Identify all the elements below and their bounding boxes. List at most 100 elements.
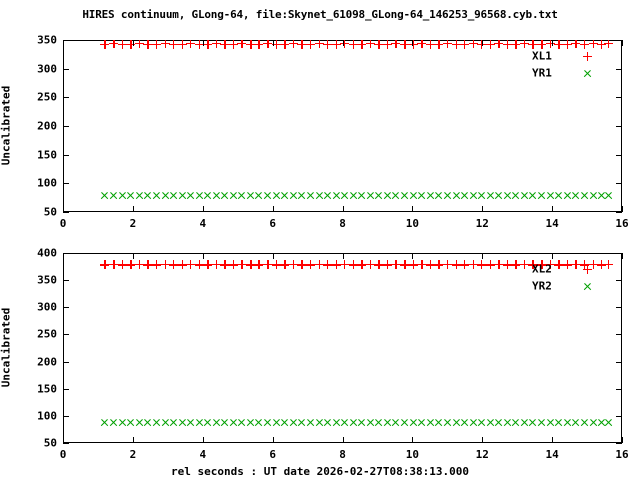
- x-tick-bottom-16: [622, 437, 623, 443]
- y-tick-right-top-50: [616, 212, 622, 213]
- y-tick-top-200: [63, 126, 69, 127]
- y-tick-bottom-100: [63, 415, 69, 417]
- y-tick-right-top-350: [616, 40, 622, 41]
- x-axis-label-bottom-0: 0: [59, 448, 67, 461]
- y-axis-label-bottom-400: 400: [37, 246, 57, 260]
- y-axis-label-bottom-100: 100: [37, 409, 57, 423]
- x-tick-bottom-14: [552, 437, 554, 443]
- x-axis-label-bottom-4: 4: [199, 448, 207, 461]
- x-axis-label-top-2: 2: [129, 217, 137, 230]
- x-tick-top-top-4: [202, 40, 204, 46]
- y-axis-label-top-250: 250: [37, 90, 57, 104]
- x-tick-top-bottom-2: [132, 253, 134, 259]
- x-tick-top-top-12: [482, 40, 484, 46]
- x-axis-label-bottom-8: 8: [339, 448, 346, 461]
- legend-marker-yr2: [583, 282, 592, 291]
- y-axis-label-bottom-350: 350: [37, 273, 57, 287]
- x-tick-bottom-6: [272, 437, 274, 443]
- x-tick-top-bottom-10: [412, 253, 414, 259]
- y-tick-top-300: [63, 68, 69, 70]
- y-tick-right-bottom-400: [616, 253, 622, 254]
- x-tick-bottom-8: [342, 437, 344, 443]
- x-tick-top-top-8: [342, 40, 344, 46]
- y-axis-label-bottom-300: 300: [37, 300, 57, 314]
- y-tick-right-bottom-200: [616, 361, 622, 363]
- x-tick-top-bottom-4: [202, 253, 204, 259]
- y-tick-bottom-250: [63, 334, 69, 336]
- x-axis-label-top-12: 12: [475, 217, 489, 230]
- y-tick-right-top-150: [616, 154, 622, 156]
- x-axis-title: rel seconds : UT date 2026-02-27T08:38:1…: [170, 465, 469, 478]
- x-axis-label-bottom-6: 6: [269, 448, 276, 461]
- page-title: HIRES continuum, GLong-64, file:Skynet_6…: [82, 8, 558, 21]
- x-tick-top-bottom-16: [622, 253, 623, 259]
- x-tick-top-top-16: [622, 40, 623, 46]
- x-tick-bottom-4: [202, 437, 204, 443]
- x-axis-label-top-8: 8: [339, 217, 346, 230]
- x-axis-label-top-10: 10: [405, 217, 419, 230]
- legend-label-yr2: YR2: [532, 279, 552, 293]
- x-tick-top-top-10: [412, 40, 414, 46]
- y-tick-bottom-200: [63, 361, 69, 363]
- y-axis-label-top-350: 350: [37, 33, 57, 47]
- y-tick-right-bottom-300: [616, 307, 622, 309]
- y-tick-top-150: [63, 154, 69, 156]
- y-tick-top-100: [63, 183, 69, 185]
- y-axis-title-top: Uncalibrated: [0, 85, 13, 166]
- y-tick-right-bottom-350: [616, 280, 622, 282]
- x-axis-label-top-0: 0: [59, 217, 67, 230]
- y-axis-label-top-100: 100: [37, 176, 57, 190]
- y-tick-bottom-350: [63, 280, 69, 282]
- x-tick-top-2: [132, 206, 134, 212]
- x-axis-label-top-16: 16: [615, 217, 629, 230]
- y-tick-right-bottom-50: [616, 443, 622, 444]
- x-tick-top-4: [202, 206, 204, 212]
- x-tick-bottom-10: [412, 437, 414, 443]
- x-axis-label-bottom-2: 2: [129, 448, 137, 461]
- y-axis-label-bottom-250: 250: [37, 327, 57, 341]
- legend-marker-yr1: [583, 69, 592, 78]
- x-tick-top-bottom-8: [342, 253, 344, 259]
- x-axis-label-top-6: 6: [269, 217, 276, 230]
- x-axis-label-bottom-10: 10: [405, 448, 419, 461]
- x-tick-top-top-6: [272, 40, 274, 46]
- x-axis-label-bottom-12: 12: [475, 448, 489, 461]
- y-axis-label-top-300: 300: [37, 62, 57, 76]
- y-tick-bottom-400: [63, 253, 69, 254]
- y-tick-bottom-300: [63, 307, 69, 309]
- legend-label-xl1: XL1: [532, 49, 552, 63]
- y-tick-right-top-250: [616, 97, 622, 99]
- y-tick-right-top-200: [616, 126, 622, 127]
- x-axis-label-bottom-16: 16: [615, 448, 629, 461]
- x-tick-top-14: [552, 206, 554, 212]
- y-axis-label-top-200: 200: [37, 119, 57, 133]
- x-tick-top-top-2: [132, 40, 134, 46]
- x-tick-top-6: [272, 206, 274, 212]
- x-axis-label-top-4: 4: [199, 217, 207, 230]
- x-tick-top-top-0: [63, 40, 64, 46]
- y-tick-right-top-300: [616, 68, 622, 70]
- x-tick-top-8: [342, 206, 344, 212]
- x-tick-top-bottom-6: [272, 253, 274, 259]
- y-axis-label-bottom-150: 150: [37, 382, 57, 396]
- y-tick-right-top-100: [616, 183, 622, 185]
- x-axis-label-bottom-14: 14: [545, 448, 559, 461]
- legend-label-xl2: XL2: [532, 262, 552, 276]
- legend-marker-xl1: [582, 51, 592, 61]
- x-tick-bottom-2: [132, 437, 134, 443]
- y-tick-bottom-150: [63, 388, 69, 390]
- y-tick-top-250: [63, 97, 69, 99]
- x-tick-top-12: [482, 206, 484, 212]
- legend-label-yr1: YR1: [532, 66, 552, 80]
- x-axis-label-top-14: 14: [545, 217, 559, 230]
- y-axis-label-bottom-200: 200: [37, 355, 57, 369]
- y-axis-label-top-50: 50: [43, 205, 57, 219]
- x-tick-top-bottom-12: [482, 253, 484, 259]
- y-tick-right-bottom-250: [616, 334, 622, 336]
- x-tick-top-bottom-14: [552, 253, 554, 259]
- y-axis-title-bottom: Uncalibrated: [0, 307, 13, 388]
- y-axis-label-bottom-50: 50: [43, 436, 57, 450]
- y-axis-label-top-150: 150: [37, 148, 57, 162]
- x-tick-top-top-14: [552, 40, 554, 46]
